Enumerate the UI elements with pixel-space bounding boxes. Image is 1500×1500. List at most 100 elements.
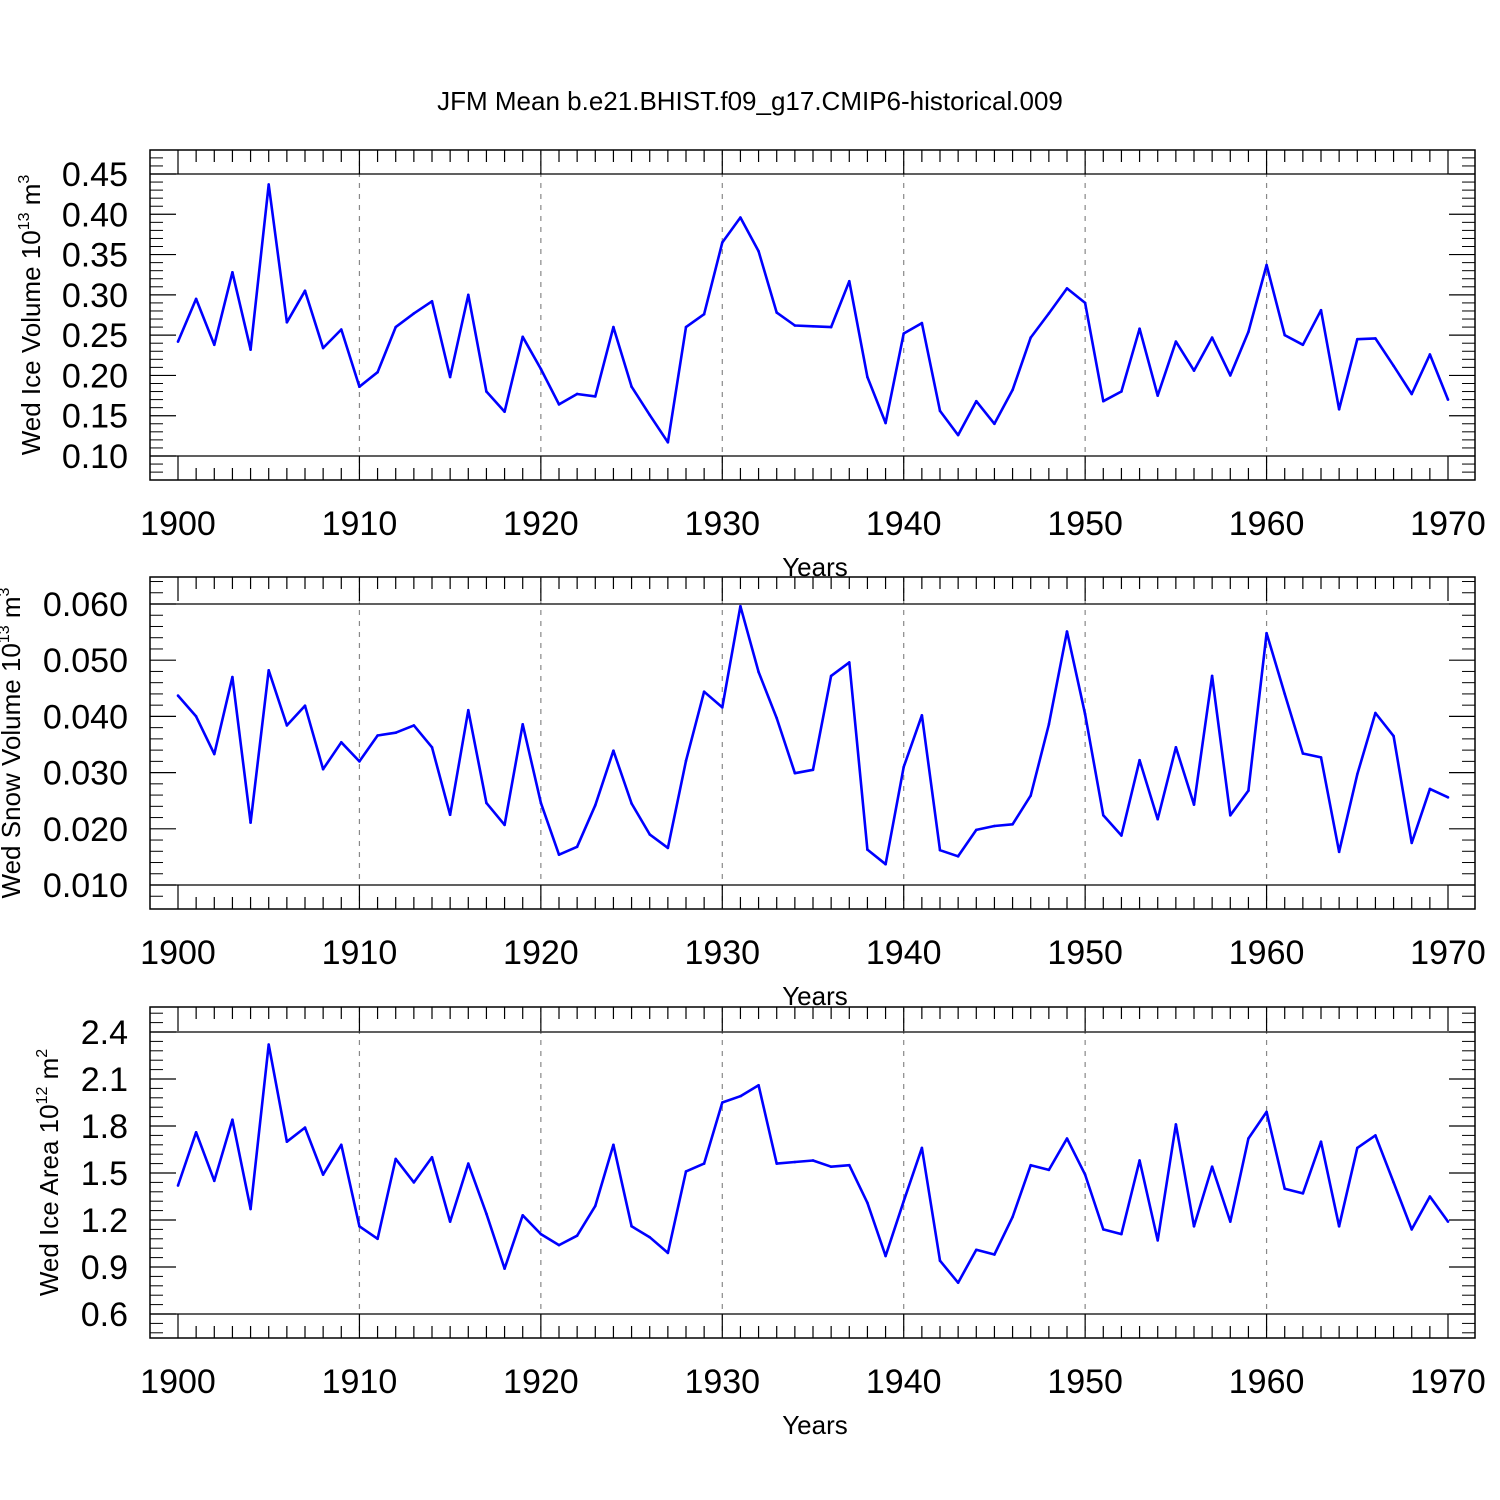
y-tick-label: 2.1 — [81, 1061, 128, 1099]
data-point — [321, 346, 325, 350]
data-point — [648, 413, 652, 417]
x-tick-label: 1920 — [503, 934, 579, 972]
data-point — [1047, 312, 1051, 315]
y-axis-label-base: Wed Snow Volume 10 — [0, 643, 26, 898]
data-point — [249, 348, 252, 351]
data-point — [1138, 327, 1141, 330]
panel-3: 0.6 0.9 1.2 1.5 1.8 2.1 2.4 1900 1910 1920 1930 194… — [34, 1006, 1486, 1440]
y-tick-label: 0.45 — [62, 156, 128, 194]
data-point — [412, 1181, 416, 1184]
y-tick-label: 0.010 — [43, 867, 128, 905]
x-tick-label: 1960 — [1229, 1363, 1305, 1401]
data-point — [430, 1156, 434, 1159]
data-point — [793, 324, 797, 327]
data-point — [1210, 1165, 1214, 1169]
y-axis-label-unit-exponent: 3 — [0, 587, 13, 596]
data-point — [1047, 722, 1051, 726]
x-tick-label: 1930 — [684, 505, 760, 543]
data-point — [1374, 711, 1377, 715]
x-axis-label: Years — [782, 1410, 848, 1440]
x-tick-label: 1950 — [1047, 1363, 1123, 1401]
data-point — [847, 1163, 851, 1167]
data-point — [775, 1162, 779, 1165]
data-point — [485, 801, 488, 805]
data-point — [231, 270, 234, 274]
data-point — [902, 765, 906, 769]
data-point — [811, 324, 815, 328]
data-point — [1174, 340, 1178, 343]
data-point — [575, 1234, 579, 1237]
data-point — [1047, 1168, 1051, 1172]
data-point — [376, 370, 379, 374]
data-point — [503, 823, 506, 827]
data-point — [1392, 734, 1395, 738]
data-point — [974, 828, 978, 832]
data-point — [539, 801, 543, 805]
data-point — [466, 293, 470, 297]
x-tick-label: 1940 — [866, 505, 942, 543]
data-point — [1029, 794, 1033, 797]
data-point — [1101, 814, 1105, 817]
y-tick-label: 0.25 — [62, 317, 128, 355]
data-point — [593, 1204, 597, 1208]
data-point — [630, 385, 633, 389]
data-point — [1065, 630, 1069, 633]
x-tick-label: 1970 — [1410, 934, 1486, 972]
data-point — [1265, 1110, 1268, 1114]
data-point — [1011, 1215, 1014, 1219]
data-point — [557, 853, 561, 856]
data-point — [920, 321, 924, 325]
data-point — [1355, 1146, 1359, 1150]
data-point — [829, 674, 833, 678]
data-point — [394, 731, 398, 734]
y-tick-label: 0.050 — [43, 642, 128, 680]
data-point — [1065, 1137, 1069, 1140]
data-point — [902, 332, 906, 335]
data-point — [1265, 263, 1268, 267]
data-point — [412, 724, 416, 727]
data-point — [176, 340, 180, 343]
data-point — [1083, 1173, 1087, 1176]
data-point — [1446, 796, 1450, 799]
data-point — [757, 1083, 760, 1087]
x-tick-label: 1900 — [140, 505, 216, 543]
data-point — [829, 1165, 833, 1169]
data-point — [376, 734, 379, 737]
data-point — [702, 690, 706, 693]
data-point — [956, 855, 960, 858]
y-axis-label-unit: m — [0, 596, 26, 625]
data-point — [1011, 388, 1014, 392]
data-point — [1247, 789, 1250, 792]
data-point — [358, 760, 361, 763]
data-point — [1228, 814, 1232, 817]
data-point — [303, 704, 307, 708]
data-point — [448, 813, 452, 817]
data-point — [666, 441, 670, 444]
data-point — [811, 1159, 815, 1162]
x-tick-label: 1900 — [140, 934, 216, 972]
y-tick-label: 0.030 — [43, 755, 128, 793]
data-point — [339, 740, 343, 744]
data-point — [539, 1232, 543, 1236]
data-point — [231, 675, 234, 679]
x-tick-label: 1930 — [684, 1363, 760, 1401]
data-point — [176, 694, 180, 697]
data-point — [956, 433, 960, 437]
data-point — [1337, 1224, 1341, 1228]
data-point — [775, 716, 779, 720]
data-point — [1428, 1195, 1432, 1198]
y-tick-label: 1.8 — [81, 1108, 128, 1146]
data-point — [630, 802, 633, 805]
data-point — [1410, 841, 1414, 845]
data-point — [593, 803, 597, 807]
y-tick-label: 0.20 — [62, 357, 128, 395]
data-point — [720, 706, 724, 709]
data-point — [503, 410, 506, 413]
data-point — [575, 392, 579, 396]
data-point — [285, 1140, 289, 1143]
data-point — [1301, 752, 1305, 755]
x-tick-label: 1940 — [866, 1363, 942, 1401]
x-tick-label: 1970 — [1410, 1363, 1486, 1401]
data-point — [539, 367, 543, 371]
data-point — [648, 1235, 652, 1239]
